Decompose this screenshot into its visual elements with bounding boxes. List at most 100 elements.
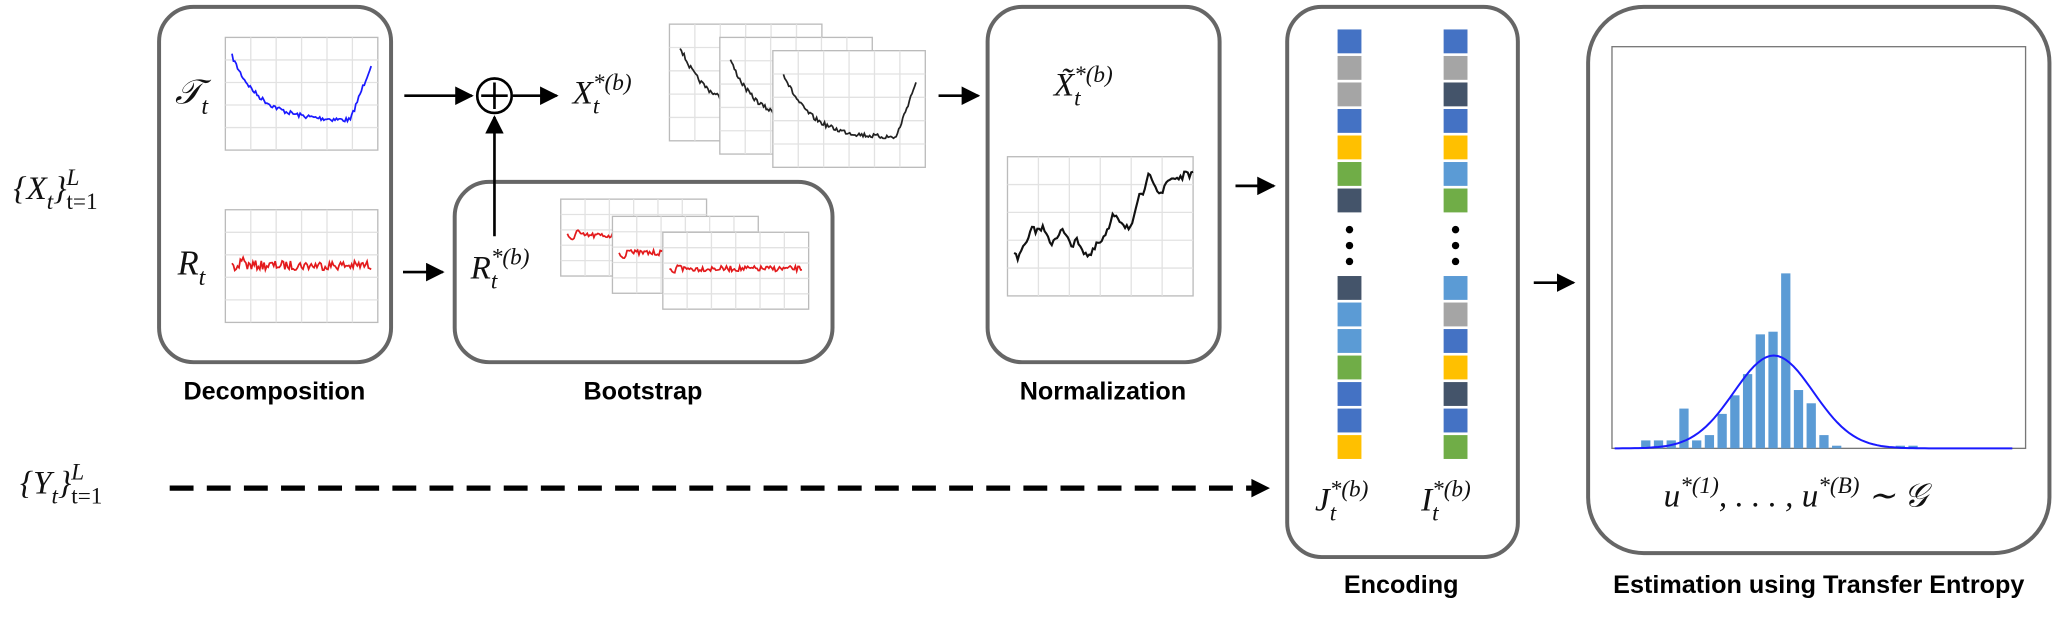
math-part: ∼ 𝒢 — [1859, 478, 1932, 515]
code-square — [1443, 435, 1468, 459]
hist-bar — [1908, 445, 1918, 449]
code-square — [1443, 108, 1468, 133]
plot-line — [669, 263, 803, 275]
code-square — [1337, 188, 1362, 213]
hist-bar — [1755, 334, 1765, 449]
math-part: J — [1315, 482, 1331, 519]
code-square — [1443, 55, 1468, 80]
math-part: t — [47, 189, 54, 215]
math-part: X — [571, 75, 595, 112]
hist-bar — [1832, 445, 1842, 449]
math-part: t — [201, 94, 209, 120]
ellipsis-dot — [1451, 225, 1460, 234]
math-label: u*(1), . . . , u*(B) ∼ 𝒢 — [1664, 473, 1933, 515]
math-part: } — [58, 464, 71, 501]
code-square — [1337, 55, 1362, 80]
hist-bar — [1742, 374, 1753, 449]
math-part: {Y — [20, 464, 55, 501]
encoding-box — [1285, 4, 1520, 560]
math-part: t — [491, 269, 498, 295]
code-square — [1443, 29, 1468, 54]
code-square — [1337, 355, 1362, 380]
hist-bar — [1819, 435, 1829, 449]
math-label: I*(b) t — [1420, 477, 1471, 527]
math-part: *(b) — [1330, 477, 1369, 503]
math-part: L — [70, 460, 84, 486]
code-square — [1337, 108, 1362, 133]
math-label: J*(b) t — [1315, 477, 1369, 527]
math-part: t — [199, 265, 207, 291]
math-part: *(B) — [1818, 473, 1859, 499]
math-part: I — [1420, 482, 1434, 519]
math-part: {X — [13, 170, 48, 207]
code-square — [1337, 408, 1362, 433]
stage-label: Estimation using Transfer Entropy — [1613, 571, 2024, 599]
math-part: *(1) — [1680, 473, 1719, 499]
math-part: *(b) — [1074, 62, 1113, 88]
math-part: , . . . , u — [1719, 478, 1818, 515]
code-square — [1337, 302, 1362, 327]
code-square — [1443, 302, 1468, 327]
ellipsis-dot — [1345, 257, 1354, 266]
code-square — [1337, 276, 1362, 300]
hist-bar — [1653, 440, 1664, 449]
hist-bar — [1679, 408, 1689, 449]
stage-label: Normalization — [1020, 377, 1186, 405]
code-square — [1443, 355, 1468, 380]
hist-bar — [1692, 440, 1702, 449]
math-part: *(b) — [1432, 477, 1471, 503]
hist-bar — [1806, 403, 1816, 449]
hist-bar — [1704, 435, 1715, 449]
stage-label: Bootstrap — [583, 377, 702, 405]
math-label: R*(b) t — [470, 245, 530, 295]
math-part: t=1 — [66, 189, 97, 215]
math-part: *(b) — [491, 245, 530, 271]
code-square — [1443, 82, 1468, 107]
math-label: Rt — [177, 245, 207, 291]
code-square — [1443, 162, 1468, 186]
math-part: } — [53, 170, 66, 207]
hist-bar — [1793, 390, 1804, 449]
plot-line — [1013, 170, 1194, 264]
math-part: t=1 — [71, 483, 102, 509]
code-square — [1337, 329, 1362, 353]
code-square — [1337, 29, 1362, 54]
math-part: X̃ — [1052, 66, 1076, 103]
code-square — [1443, 135, 1468, 160]
code-square — [1337, 82, 1362, 107]
code-square — [1337, 382, 1362, 406]
math-part: t — [1432, 501, 1439, 527]
plot-line — [231, 254, 372, 274]
math-part: t — [1330, 501, 1337, 527]
hist-bar — [1717, 413, 1727, 449]
math-label: X*(b) t — [571, 70, 632, 120]
math-part: t — [593, 94, 600, 120]
math-label: X̃*(b) t — [1052, 62, 1113, 112]
math-part: u — [1664, 478, 1681, 515]
math-label: {Yt}L t=1 — [20, 460, 103, 510]
hist-bar — [1768, 331, 1778, 449]
plot-line — [1614, 354, 2013, 450]
hist-bar — [1730, 395, 1740, 449]
math-part: L — [65, 165, 79, 191]
plot-line — [231, 53, 372, 124]
math-part: t — [52, 483, 59, 509]
ellipsis-dot — [1451, 257, 1460, 266]
code-square — [1337, 162, 1362, 186]
arrow-head — [1251, 478, 1270, 498]
ellipsis-dot — [1345, 241, 1354, 250]
math-label: {Xt}L t=1 — [13, 165, 97, 215]
code-square — [1443, 382, 1468, 406]
hist-frame — [1611, 46, 2027, 450]
math-part: t — [1074, 86, 1081, 112]
code-square — [1337, 135, 1362, 160]
code-square — [1443, 276, 1468, 300]
math-part: R — [470, 250, 491, 287]
code-square — [1337, 435, 1362, 459]
math-part: R — [177, 245, 199, 283]
math-part: *(b) — [593, 70, 632, 96]
stage-label: Encoding — [1344, 571, 1459, 599]
hist-bar — [1641, 440, 1651, 449]
